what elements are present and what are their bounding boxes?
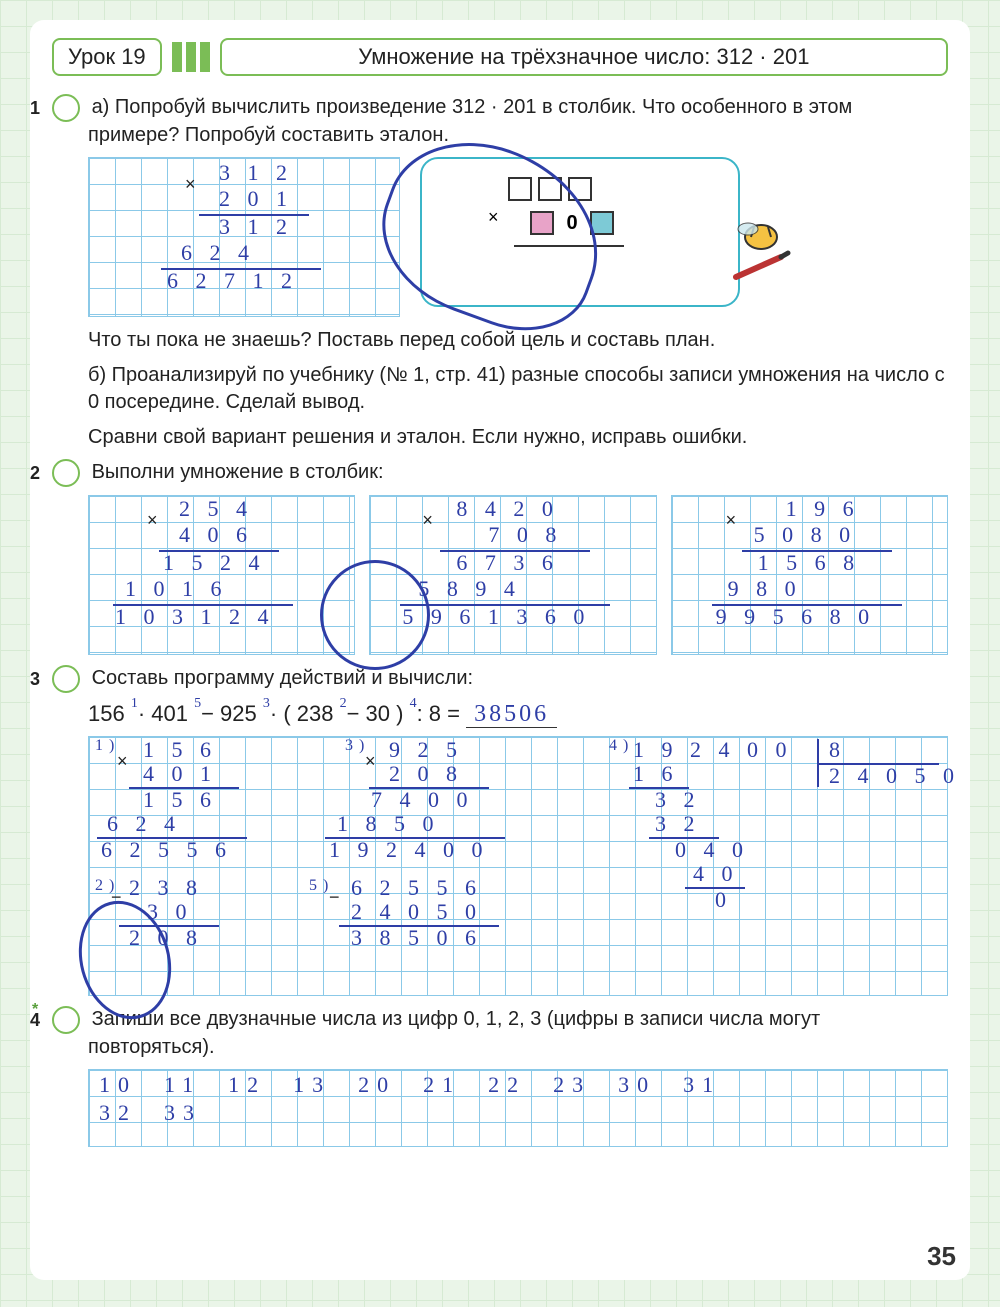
b2a: 2 3 8 — [129, 875, 203, 901]
task1-mid: Что ты пока не знаешь? Поставь перед соб… — [52, 327, 948, 354]
b4d: 8 — [829, 737, 846, 763]
b4s2: 3 2 — [655, 811, 701, 837]
task4-text-span: Запиши все двузначные числа из цифр 0, 1… — [88, 1008, 820, 1058]
task1-grid: × 3 1 2 2 0 1 3 1 2 6 2 4 6 2 7 1 2 — [88, 157, 400, 317]
mult-sign: × — [422, 510, 433, 531]
t1-r1: 3 1 2 — [219, 160, 293, 186]
mult-sign: × — [726, 510, 737, 531]
task2-text: 2 Выполни умножение в столбик: — [52, 459, 948, 487]
b1a: 1 5 6 — [143, 737, 217, 763]
b4s1: 3 2 — [655, 787, 701, 813]
task2-row: × 2 5 4 4 0 6 1 5 2 4 1 0 1 6 1 0 3 1 2 … — [88, 495, 948, 655]
c3r: 9 9 5 6 8 0 — [716, 604, 876, 630]
c1b: 4 0 6 — [179, 522, 253, 548]
s5: 4 — [410, 696, 417, 711]
b3r: 1 9 2 4 0 0 — [329, 837, 489, 863]
etalon-box: × 0 — [420, 157, 740, 307]
c1p1: 1 5 2 4 — [163, 550, 266, 576]
t4-row1: 10 11 12 13 20 21 22 23 30 31 — [99, 1072, 721, 1098]
c3p1: 1 5 6 8 — [758, 550, 861, 576]
task1-num: 1 — [52, 94, 80, 122]
c1a: 2 5 4 — [179, 496, 253, 522]
b1p2: 6 2 4 — [107, 811, 181, 837]
s1: 1 — [131, 696, 138, 711]
c2p1: 6 7 3 6 — [456, 550, 559, 576]
b3p2: 1 8 5 0 — [337, 811, 440, 837]
x: × — [117, 751, 128, 772]
c2b: 7 0 8 — [488, 522, 562, 548]
b4a: 1 9 2 4 0 0 — [633, 737, 793, 763]
b5b: 2 4 0 5 0 — [351, 899, 482, 925]
stripes-icon — [172, 42, 210, 72]
s4: 2 — [340, 696, 347, 711]
b5a: 6 2 5 5 6 — [351, 875, 482, 901]
b4s5: 0 — [715, 887, 732, 913]
minus: − — [329, 887, 340, 908]
b1p1: 1 5 6 — [143, 787, 217, 813]
b1r: 6 2 5 5 6 — [101, 837, 232, 863]
t1-r3: 3 1 2 — [219, 214, 293, 240]
c2r: 5 9 6 1 3 6 0 — [402, 604, 590, 630]
b4s4: 4 0 — [693, 861, 739, 887]
c1r: 1 0 3 1 2 4 — [115, 604, 275, 630]
b3b: 2 0 8 — [389, 761, 463, 787]
s3: 3 — [263, 696, 270, 711]
page: Урок 19 Умножение на трёхзначное число: … — [30, 20, 970, 1280]
b4s3: 0 4 0 — [675, 837, 749, 863]
t2-col1: × 2 5 4 4 0 6 1 5 2 4 1 0 1 6 1 0 3 1 2 … — [88, 495, 355, 655]
lesson-pill: Урок 19 — [52, 38, 162, 76]
t1-r2: 2 0 1 — [219, 186, 293, 212]
b4l: 4) — [609, 737, 634, 755]
task3-text-span: Составь программу действий и вычисли: — [92, 667, 474, 689]
task3-answer: 38506 — [466, 701, 557, 728]
header: Урок 19 Умножение на трёхзначное число: … — [52, 38, 948, 76]
task3-num: 3 — [52, 665, 80, 693]
c3a: 1 9 6 — [786, 496, 860, 522]
task3-expression: 156 1· 401 5− 925 3· ( 238 2− 30 ) 4: 8 … — [88, 701, 948, 728]
x: × — [365, 751, 376, 772]
mult-sign: × — [185, 174, 196, 195]
t1-r4: 6 2 4 — [181, 240, 255, 266]
b4b: 1 6 — [633, 761, 679, 787]
task2-num: 2 — [52, 459, 80, 487]
t4-row2: 32 33 — [99, 1100, 202, 1126]
task1-c: Сравни свой вариант решения и эталон. Ес… — [52, 424, 948, 451]
task1-a-text: а) Попробуй вычислить произведение 312 ·… — [88, 96, 852, 146]
bee-icon — [726, 207, 796, 287]
c3p2: 9 8 0 — [728, 576, 802, 602]
task4-text: 4 Запиши все двузначные числа из цифр 0,… — [52, 1006, 948, 1061]
s2: 5 — [194, 696, 201, 711]
c1p2: 1 0 1 6 — [125, 576, 228, 602]
b3p1: 7 4 0 0 — [371, 787, 474, 813]
t1-r5: 6 2 7 1 2 — [167, 268, 298, 294]
task2-text-span: Выполни умножение в столбик: — [92, 461, 384, 483]
divline-v — [817, 739, 819, 787]
task4-grid: 10 11 12 13 20 21 22 23 30 31 32 33 — [88, 1069, 948, 1147]
c2a: 8 4 2 0 — [456, 496, 559, 522]
task4-num: 4 — [52, 1006, 80, 1034]
c2p2: 5 8 9 4 — [418, 576, 521, 602]
b5r: 3 8 5 0 6 — [351, 925, 482, 951]
task1-text-a: 1 а) Попробуй вычислить произведение 312… — [52, 94, 948, 149]
b3a: 9 2 5 — [389, 737, 463, 763]
t2-col3: × 1 9 6 5 0 8 0 1 5 6 8 9 8 0 9 9 5 6 8 … — [671, 495, 948, 655]
b4q: 2 4 0 5 0 — [829, 763, 960, 789]
b1b: 4 0 1 — [143, 761, 217, 787]
task3-text: 3 Составь программу действий и вычисли: — [52, 665, 948, 693]
page-title: Умножение на трёхзначное число: 312 · 20… — [220, 38, 948, 76]
task1-row: × 3 1 2 2 0 1 3 1 2 6 2 4 6 2 7 1 2 × 0 — [88, 157, 948, 317]
mult-sign: × — [147, 510, 158, 531]
scribble-circle — [320, 560, 430, 670]
task3-work-grid: 1) × 1 5 6 4 0 1 1 5 6 6 2 4 6 2 5 5 6 2… — [88, 736, 948, 996]
page-number: 35 — [927, 1241, 956, 1272]
c3b: 5 0 8 0 — [754, 522, 857, 548]
task1-b: б) Проанализируй по учебнику (№ 1, стр. … — [52, 362, 948, 416]
